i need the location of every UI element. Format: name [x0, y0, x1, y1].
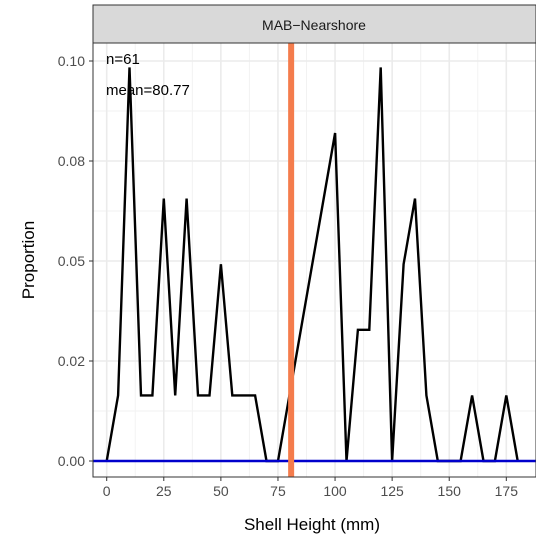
x-tick-label: 50: [213, 483, 229, 499]
y-axis-title: Proportion: [19, 221, 38, 299]
series-layer: [93, 43, 536, 477]
x-tick-label: 25: [156, 483, 172, 499]
x-tick-label: 0: [103, 483, 111, 499]
x-axis: 0 25 50 75 100 125 150 175: [103, 477, 518, 499]
y-tick-label: 0.08: [58, 153, 85, 169]
facet-strip: [92, 4, 536, 44]
x-tick-label: 75: [270, 483, 286, 499]
gridlines: [93, 43, 536, 477]
x-tick-label: 150: [438, 483, 462, 499]
y-tick-label: 0.00: [58, 453, 85, 469]
annotation-n: n=61: [106, 51, 140, 68]
facet-label: MAB−Nearshore: [262, 17, 366, 33]
y-tick-label: 0.10: [58, 53, 85, 69]
x-tick-label: 175: [495, 483, 519, 499]
annotation-mean: mean=80.77: [106, 82, 190, 99]
y-axis: 0.00 0.02 0.05 0.08 0.10: [58, 53, 93, 469]
x-tick-label: 100: [323, 483, 347, 499]
x-tick-label: 125: [380, 483, 404, 499]
panel-border: [92, 42, 536, 478]
y-tick-label: 0.05: [58, 253, 85, 269]
x-axis-title: Shell Height (mm): [244, 515, 380, 534]
y-tick-label: 0.02: [58, 353, 85, 369]
